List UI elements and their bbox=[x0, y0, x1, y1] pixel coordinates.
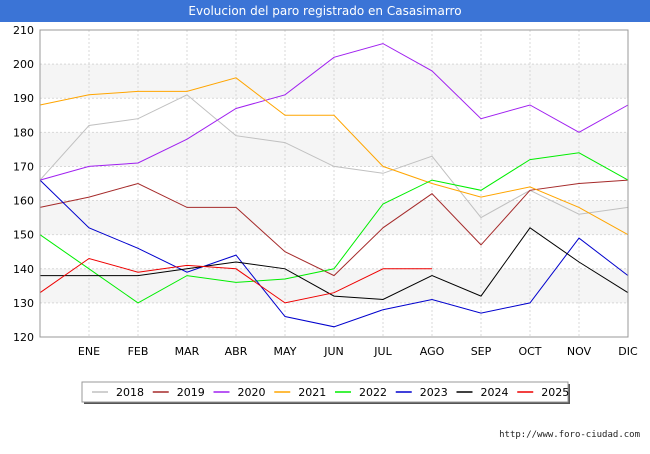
y-tick-label: 180 bbox=[13, 126, 34, 139]
line-chart: 120 130 140 150 160 170 180 190 200 210 ENE FEB MAR… bbox=[13, 24, 638, 404]
series-line-2023 bbox=[39, 179, 629, 328]
x-tick-label: JUL bbox=[373, 345, 392, 358]
legend-box bbox=[81, 381, 569, 403]
y-tick-labels: 120 130 140 150 160 170 180 190 200 210 bbox=[13, 24, 34, 344]
y-tick-label: 120 bbox=[13, 331, 34, 344]
legend-label-2019: 2019 bbox=[177, 386, 205, 399]
x-tick-label: ABR bbox=[225, 345, 248, 358]
series-line-2024 bbox=[40, 227, 629, 301]
x-tick-label: NOV bbox=[567, 345, 592, 358]
y-tick-label: 140 bbox=[13, 263, 34, 276]
y-tick-label: 200 bbox=[13, 58, 34, 71]
y-tick-label: 190 bbox=[13, 92, 34, 105]
plot-band bbox=[40, 200, 628, 235]
y-tick-label: 160 bbox=[13, 195, 34, 208]
x-tick-labels: ENE FEB MAR ABR MAY JUN JUL AGO SEP OCT NOV DIC bbox=[78, 345, 638, 358]
series-line-2019 bbox=[39, 179, 629, 277]
legend-label-2024: 2024 bbox=[481, 386, 509, 399]
legend-label-2022: 2022 bbox=[359, 386, 387, 399]
series-layer bbox=[39, 43, 629, 328]
x-tick-label: OCT bbox=[518, 345, 541, 358]
x-tick-label: JUN bbox=[323, 345, 344, 358]
legend-label-2021: 2021 bbox=[298, 386, 326, 399]
plot-band bbox=[40, 64, 628, 99]
y-tick-label: 150 bbox=[13, 229, 34, 242]
chart-title: Evolucion del paro registrado en Casasim… bbox=[0, 0, 650, 22]
chart-area: 120 130 140 150 160 170 180 190 200 210 ENE FEB MAR… bbox=[0, 22, 650, 450]
legend-label-2023: 2023 bbox=[420, 386, 448, 399]
series-line-2021 bbox=[39, 77, 629, 236]
x-tick-label: AGO bbox=[420, 345, 445, 358]
x-tick-label: FEB bbox=[128, 345, 149, 358]
legend-label-2025: 2025 bbox=[541, 386, 569, 399]
series-line-2022 bbox=[39, 152, 629, 304]
source-url: http://www.foro-ciudad.com bbox=[499, 430, 640, 440]
x-tick-label: SEP bbox=[471, 345, 492, 358]
x-tick-label: MAY bbox=[274, 345, 297, 358]
series-line-2025 bbox=[39, 257, 432, 304]
plot-band bbox=[40, 132, 628, 167]
x-tick-label: DIC bbox=[618, 345, 638, 358]
x-tick-label: MAR bbox=[175, 345, 200, 358]
y-tick-label: 170 bbox=[13, 160, 34, 173]
plot-band bbox=[40, 268, 628, 303]
legend: 2018 2019 2020 2021 2022 2023 2024 2025 bbox=[81, 381, 570, 404]
y-tick-label: 210 bbox=[13, 24, 34, 37]
plot-frame bbox=[39, 29, 629, 338]
y-tick-label: 130 bbox=[13, 297, 34, 310]
x-tick-label: ENE bbox=[78, 345, 100, 358]
series-line-2020 bbox=[39, 43, 629, 181]
axes bbox=[39, 29, 629, 338]
legend-label-2018: 2018 bbox=[116, 386, 144, 399]
legend-label-2020: 2020 bbox=[238, 386, 266, 399]
